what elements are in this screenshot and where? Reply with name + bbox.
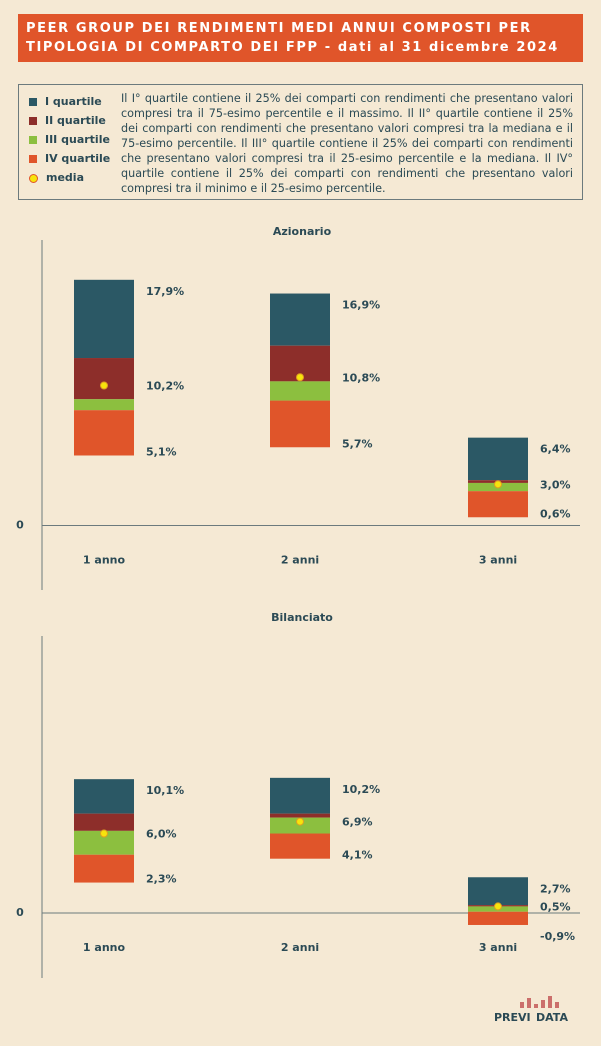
legend-item: II quartile (29, 114, 106, 127)
quartile-box (468, 911, 528, 925)
quartile-box (270, 400, 330, 448)
logo-text: PREVI (494, 1011, 531, 1024)
mean-dot (494, 480, 502, 489)
quartile-box (270, 293, 330, 346)
quartile-box (74, 830, 134, 855)
quartile-box (270, 813, 330, 818)
quartile-box (468, 437, 528, 481)
min-label: 5,1% (146, 445, 177, 458)
title-line: PEER GROUP DEI RENDIMENTI MEDI ANNUI COM… (26, 21, 532, 36)
max-label: 16,9% (342, 299, 380, 312)
logo-bar (520, 1002, 524, 1008)
max-label: 10,2% (342, 783, 380, 796)
legend-label: I quartile (45, 95, 102, 108)
description: Il I° quartile contiene il 25% dei compa… (121, 92, 573, 195)
category-label: 3 anni (479, 553, 517, 566)
logo-bar (541, 1000, 545, 1008)
max-label: 10,1% (146, 784, 184, 797)
chart-title: Bilanciato (271, 611, 333, 624)
mean-label: 10,2% (146, 379, 184, 392)
quartile-box (270, 777, 330, 814)
quartile-box (468, 877, 528, 906)
mean-label: 3,0% (540, 478, 571, 491)
max-label: 6,4% (540, 443, 571, 456)
quartile-box (270, 833, 330, 859)
quartile-box (74, 813, 134, 831)
header-title: PEER GROUP DEI RENDIMENTI MEDI ANNUI COM… (18, 14, 583, 62)
legend-swatch (29, 173, 38, 183)
legend-swatch (29, 136, 37, 144)
legend-box: Il I° quartile contiene il 25% dei compa… (18, 84, 583, 200)
mean-dot (296, 817, 304, 826)
logo-text: DATA (536, 1011, 568, 1024)
min-label: 2,3% (146, 873, 177, 886)
mean-dot (296, 373, 304, 382)
legend-item: III quartile (29, 133, 110, 146)
category-label: 1 anno (83, 553, 126, 566)
quartile-box (270, 381, 330, 401)
legend-label: III quartile (45, 133, 110, 146)
quartile-box (74, 279, 134, 359)
max-label: 17,9% (146, 285, 184, 298)
legend-swatch (29, 98, 37, 106)
logo-bar (548, 996, 552, 1008)
mean-label: 10,8% (342, 371, 380, 384)
min-label: 0,6% (540, 507, 571, 520)
legend-swatch (29, 155, 37, 163)
quartile-box (74, 399, 134, 411)
legend-item: IV quartile (29, 152, 110, 165)
min-label: 5,7% (342, 437, 373, 450)
legend-label: II quartile (45, 114, 106, 127)
legend-label: media (46, 171, 84, 184)
mean-label: 6,0% (146, 828, 177, 841)
mean-dot (494, 902, 502, 911)
category-label: 2 anni (281, 941, 319, 954)
mean-label: 0,5% (540, 900, 571, 913)
min-label: -0,9% (540, 930, 575, 943)
legend-item: I quartile (29, 95, 102, 108)
category-label: 3 anni (479, 941, 517, 954)
category-label: 1 anno (83, 941, 126, 954)
max-label: 2,7% (540, 882, 571, 895)
quartile-box (74, 854, 134, 883)
mean-dot (100, 829, 108, 838)
logo-bar (534, 1004, 538, 1008)
quartile-box (74, 410, 134, 456)
quartile-box (74, 779, 134, 814)
quartile-box (74, 358, 134, 400)
legend-label: IV quartile (45, 152, 111, 165)
legend-item: media (29, 171, 84, 184)
quartile-box (468, 491, 528, 518)
mean-dot (100, 381, 108, 390)
legend-swatch (29, 117, 37, 125)
chart-title: Azionario (273, 225, 332, 238)
category-label: 2 anni (281, 553, 319, 566)
min-label: 4,1% (342, 849, 373, 862)
mean-label: 6,9% (342, 816, 373, 829)
title-line: TIPOLOGIA DI COMPARTO DEI FPP - dati al … (26, 40, 559, 55)
logo-bar (555, 1002, 559, 1008)
y-tick-label: 0 (16, 906, 24, 919)
logo-bar (527, 998, 531, 1008)
y-tick-label: 0 (16, 518, 24, 531)
